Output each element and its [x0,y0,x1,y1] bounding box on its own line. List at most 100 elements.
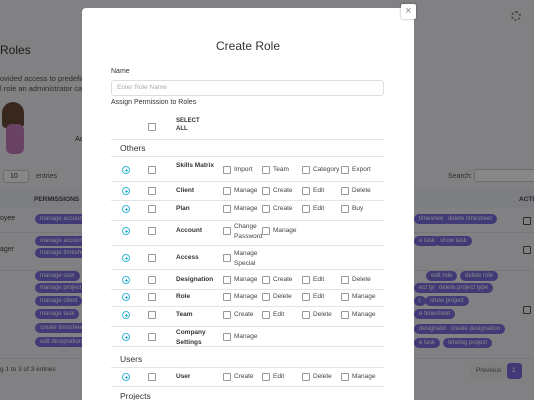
expand-icon[interactable] [122,166,130,174]
checkbox[interactable] [262,293,270,301]
checkbox[interactable] [223,373,231,381]
checkbox[interactable] [262,227,270,235]
previous-button[interactable]: Previous [470,363,506,379]
checkbox[interactable] [262,166,270,174]
expand-icon[interactable] [122,205,130,213]
plus-bar [125,229,127,233]
checkbox[interactable] [148,227,156,235]
divider [111,367,384,368]
search-input[interactable] [474,169,534,182]
checkbox[interactable] [341,311,349,319]
edit-icon[interactable] [523,217,531,225]
checkbox[interactable] [148,373,156,381]
checkbox[interactable] [341,187,349,195]
permission-badge: edit designation [35,337,88,347]
permission-group: Role [176,293,191,300]
checkbox[interactable] [341,293,349,301]
checkbox[interactable] [341,373,349,381]
permission-label: Manage [234,205,258,212]
checkbox[interactable] [148,293,156,301]
permission-label: Manage [352,311,376,318]
permission-label: Manage [352,373,376,380]
checkbox[interactable] [223,276,231,284]
page-length[interactable]: 10 [3,170,29,183]
checkbox[interactable] [262,311,270,319]
checkbox[interactable] [262,276,270,284]
permission-label: Create [273,187,293,194]
expand-icon[interactable] [122,187,130,195]
expand-icon[interactable] [122,373,130,381]
permission-label: Manage [234,293,258,300]
divider [111,386,384,387]
permission-badge: designation [414,324,455,334]
expand-icon[interactable] [122,293,130,301]
checkbox[interactable] [148,333,156,341]
checkbox[interactable] [302,187,310,195]
checkbox[interactable] [148,254,156,262]
divider [111,220,384,221]
checkbox[interactable] [223,187,231,195]
field-label: Assign Permission to Roles [111,99,197,106]
permission-label: Edit [313,276,325,283]
permission-label: Create [234,373,254,380]
checkbox[interactable] [302,276,310,284]
checkbox[interactable] [148,205,156,213]
checkbox[interactable] [148,123,156,131]
checkbox[interactable] [302,373,310,381]
checkbox[interactable] [223,293,231,301]
checkbox[interactable] [223,227,231,235]
plus-bar [125,256,127,260]
checkbox[interactable] [341,205,349,213]
permission-badge: timesheet [414,214,451,224]
table-info: g 1 to 3 of 3 entries [0,366,56,373]
expand-icon[interactable] [122,254,130,262]
checkbox[interactable] [148,166,156,174]
permission-label: Edit [313,205,325,212]
permission-group: Access [176,254,199,261]
expand-icon[interactable] [122,311,130,319]
checkbox[interactable] [148,187,156,195]
checkbox[interactable] [302,293,310,301]
checkbox[interactable] [262,373,270,381]
permission-label: Manage [273,227,297,234]
checkbox[interactable] [302,205,310,213]
checkbox[interactable] [223,205,231,213]
checkbox[interactable] [302,166,310,174]
permission-badge: manage timesheet [35,248,95,258]
page-button[interactable]: 1 [507,363,522,379]
permission-badge: show task [435,236,472,246]
checkbox[interactable] [223,333,231,341]
permission-label: Delete [352,187,371,194]
add-button[interactable]: Ad [75,134,85,143]
expand-icon[interactable] [122,333,130,341]
permission-label: Manage Special [234,250,258,267]
divider [111,288,384,290]
text-input[interactable] [111,80,384,96]
permission-badge: t [414,296,426,306]
permission-group: Account [176,227,202,234]
checkbox[interactable] [302,311,310,319]
permission-badge: manage account [35,236,90,246]
checkbox[interactable] [262,187,270,195]
permission-badge: create timesheet [35,323,90,333]
expand-icon[interactable] [122,227,130,235]
checkbox[interactable] [262,205,270,213]
edit-icon[interactable] [523,306,531,314]
section-title: Others [120,143,146,153]
checkbox[interactable] [148,276,156,284]
divider [111,139,384,140]
checkbox[interactable] [341,276,349,284]
close-button[interactable]: × [401,4,416,19]
plus-bar [125,168,127,172]
edit-icon[interactable] [523,246,531,254]
checkbox[interactable] [223,311,231,319]
permission-label: Edit [313,293,325,300]
divider [111,326,384,327]
checkbox[interactable] [223,166,231,174]
expand-icon[interactable] [122,276,130,284]
checkbox[interactable] [341,166,349,174]
checkbox[interactable] [223,254,231,262]
permission-badge: manage project c [35,283,92,293]
checkbox[interactable] [148,311,156,319]
